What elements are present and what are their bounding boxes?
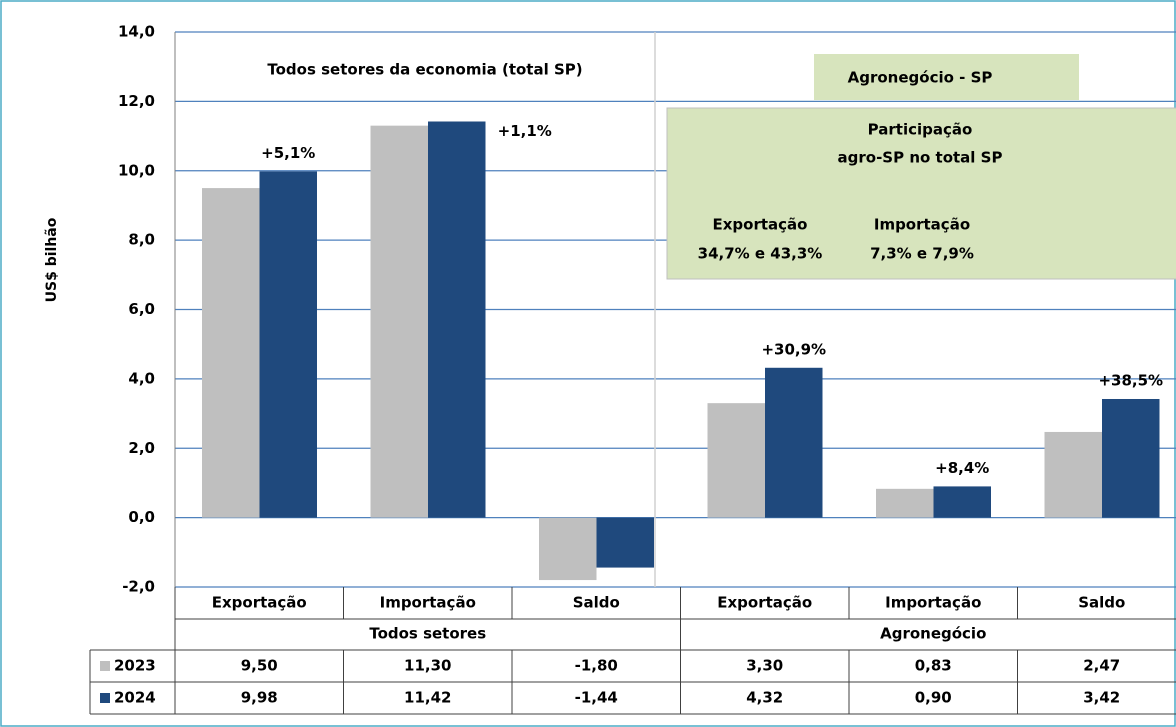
x-tick-label: Exportação [717, 594, 812, 612]
share-value: 7,3% e 7,9% [870, 245, 974, 263]
bar [370, 125, 428, 518]
panel-title: Todos setores da economia (total SP) [267, 61, 582, 79]
table-value: 3,42 [1083, 689, 1120, 707]
y-tick-label: 2,0 [128, 439, 155, 457]
legend-label: 2023 [114, 657, 156, 675]
share-title: Participação [868, 121, 973, 139]
legend-swatch [100, 693, 110, 703]
change-label: +38,5% [1098, 371, 1163, 389]
bar [1044, 431, 1102, 518]
data-table: 9,50 9,98 Exportação 11,30 11,42 Importação -1… [89, 587, 1176, 715]
legend-label: 2024 [114, 689, 156, 707]
group-label: Todos setores [369, 625, 486, 643]
change-label: +8,4% [935, 459, 989, 477]
table-value: 9,50 [241, 657, 278, 675]
grid: -2,0 0,0 2,0 4,0 6,0 8,0 10,0 12,0 14,0 [118, 23, 1176, 596]
change-label: +5,1% [261, 144, 315, 162]
bar [259, 171, 317, 518]
bar [428, 121, 486, 518]
bar [202, 188, 260, 518]
bars: +5,1% +1,1% +30,9% +8,4% +38,5% [202, 121, 1163, 581]
x-tick-label: Saldo [573, 594, 620, 612]
y-tick-label: -2,0 [122, 578, 155, 596]
table-value: 3,30 [746, 657, 783, 675]
bar [1102, 398, 1160, 518]
share-box [666, 107, 1176, 280]
table-value: 11,30 [404, 657, 451, 675]
legend-swatch [100, 661, 110, 671]
x-tick-label: Importação [380, 594, 476, 612]
y-tick-label: 10,0 [118, 161, 155, 179]
change-label: +1,1% [498, 122, 552, 140]
change-label: +30,9% [761, 340, 826, 358]
share-value: 34,7% e 43,3% [698, 245, 823, 263]
share-label: Exportação [713, 216, 808, 234]
bar [596, 517, 654, 568]
panel-title: Agronegócio - SP [848, 69, 993, 87]
table-value: 9,98 [241, 689, 278, 707]
bar [707, 403, 765, 518]
table-value: 4,32 [746, 689, 783, 707]
agro-title-box [814, 54, 1079, 100]
y-tick-label: 8,0 [128, 231, 155, 249]
share-title: agro-SP no total SP [838, 149, 1003, 167]
bar [876, 488, 934, 518]
table-value: 0,83 [915, 657, 952, 675]
x-tick-label: Saldo [1078, 594, 1125, 612]
x-tick-label: Exportação [212, 594, 307, 612]
x-tick-label: Importação [885, 594, 981, 612]
y-tick-label: 4,0 [128, 369, 155, 387]
bar [933, 486, 991, 518]
y-tick-label: 6,0 [128, 300, 155, 318]
bar [765, 367, 823, 518]
y-tick-label: 14,0 [118, 23, 155, 41]
bar [539, 517, 597, 581]
y-tick-label: 12,0 [118, 92, 155, 110]
table-value: -1,44 [575, 689, 618, 707]
table-value: -1,80 [575, 657, 618, 675]
table-value: 0,90 [915, 689, 952, 707]
share-label: Importação [874, 216, 970, 234]
table-value: 11,42 [404, 689, 451, 707]
y-axis-label: US$ bilhão [44, 217, 60, 302]
group-label: Agronegócio [880, 625, 986, 643]
y-tick-label: 0,0 [128, 508, 155, 526]
table-value: 2,47 [1083, 657, 1120, 675]
